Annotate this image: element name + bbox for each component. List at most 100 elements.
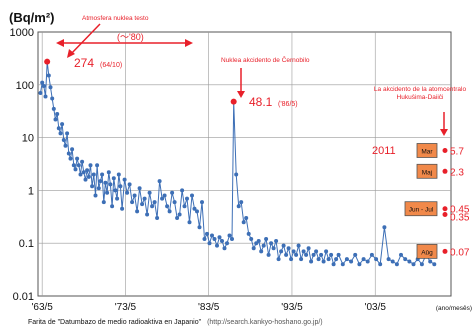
data-point <box>386 257 391 262</box>
data-point <box>314 249 319 254</box>
data-point <box>103 180 108 185</box>
data-point <box>365 259 370 264</box>
data-point <box>130 200 135 205</box>
month-box <box>416 143 438 158</box>
data-point <box>182 204 187 209</box>
data-point <box>190 193 194 198</box>
data-point <box>118 184 123 189</box>
data-point <box>80 159 85 164</box>
data-point <box>227 233 232 238</box>
data-point <box>419 262 424 267</box>
data-point <box>75 156 80 161</box>
data-point <box>88 163 93 168</box>
data-point <box>220 239 224 243</box>
data-point <box>175 216 180 220</box>
plot-area <box>37 31 452 297</box>
data-point <box>382 225 387 230</box>
data-point <box>41 84 46 88</box>
points-2011: Mar 5.7 Maj 2.3 Jun - Jul 0.450.35 Aŭg 0.07 <box>404 143 470 259</box>
data-point <box>239 200 244 205</box>
data-point <box>81 170 86 175</box>
data-point <box>172 200 177 205</box>
data-point <box>324 249 329 254</box>
data-point <box>70 147 75 152</box>
data-point <box>40 80 45 85</box>
data-point <box>101 200 106 205</box>
data-point <box>411 262 416 267</box>
data-point <box>259 249 264 254</box>
data-point <box>361 257 366 262</box>
data-point <box>86 174 91 179</box>
data-point <box>249 237 254 241</box>
data-point <box>167 209 172 214</box>
data-point <box>236 204 241 209</box>
value-48-1: 48.1 <box>249 95 273 109</box>
data-point <box>140 202 145 207</box>
data-point <box>251 246 256 251</box>
data-point <box>105 190 110 195</box>
data-point <box>48 85 53 90</box>
data-point <box>369 252 374 257</box>
month-box <box>416 163 438 179</box>
month-box <box>416 243 438 259</box>
value-label: 0.07 <box>450 247 470 258</box>
data-point <box>61 138 66 142</box>
value-label: 2.3 <box>450 167 464 178</box>
data-point <box>155 216 160 220</box>
data-point <box>83 177 88 182</box>
month-label: Aŭg <box>421 249 433 256</box>
value-label: 5.7 <box>450 146 464 157</box>
x-tick-label: '73/5 <box>115 302 137 313</box>
data-point <box>90 184 95 189</box>
data-point <box>63 143 68 148</box>
data-point <box>91 172 96 177</box>
data-point <box>205 231 209 236</box>
annotation-fukushima-box: La akcidento de la atomcentralo Hukuŝima… <box>373 86 467 101</box>
source-url: (http://search.kankyo-hoshano.go.jp/) <box>207 319 323 326</box>
data-point <box>197 225 202 230</box>
data-point <box>286 246 291 251</box>
data-point <box>349 259 354 264</box>
data-point <box>261 243 266 248</box>
data-point <box>316 257 321 262</box>
data-point <box>329 252 334 257</box>
data-point <box>403 257 408 262</box>
data-point <box>96 186 101 191</box>
data-point <box>157 179 162 184</box>
data-point <box>334 257 339 262</box>
annotation-chernobyl: Nuklea akcidento de Ĉernobilo <box>221 55 310 64</box>
data-point <box>60 122 65 127</box>
value-label: 0.35 <box>450 212 470 223</box>
data-point <box>264 237 269 241</box>
data-point <box>137 186 142 191</box>
data-point <box>234 172 239 177</box>
data-point <box>210 233 214 238</box>
data-point <box>301 249 306 254</box>
data-point <box>111 176 116 181</box>
data-point <box>274 239 279 243</box>
data-point <box>110 204 115 209</box>
annotation-fukushima: La akcidento de la atomcentralo Hukuŝima… <box>373 86 467 101</box>
data-point <box>304 252 309 257</box>
data-point <box>306 246 311 251</box>
data-point <box>120 206 125 211</box>
month-label: Jun - Jul <box>409 207 434 214</box>
peak-point <box>230 98 237 105</box>
data-point <box>326 257 331 262</box>
x-tick-label: '83/5 <box>198 302 220 313</box>
data-point <box>244 216 249 220</box>
data-point <box>378 262 383 267</box>
data-point <box>100 172 105 177</box>
data-point <box>281 243 286 248</box>
value-274: 274 <box>74 56 94 70</box>
data-point <box>202 237 207 241</box>
data-point <box>407 259 412 264</box>
data-point <box>374 257 379 262</box>
data-point <box>147 190 152 195</box>
data-point <box>85 168 90 173</box>
data-point <box>336 252 341 257</box>
source-note: Farita de "Datumbazo de medio radioaktiv… <box>28 319 323 326</box>
annotation-atmospheric-test: Atmosfera nuklea testo <box>82 15 149 22</box>
y-tick-label: 1 <box>28 185 34 197</box>
